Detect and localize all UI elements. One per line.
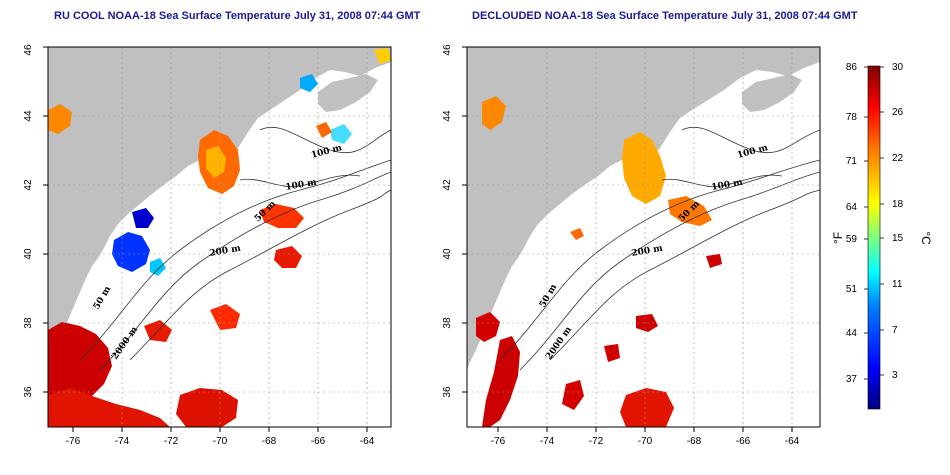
left-lat-tick: 40 bbox=[23, 248, 34, 260]
left-lat-tick: 46 bbox=[23, 44, 34, 56]
fahrenheit-tick: 71 bbox=[846, 156, 858, 167]
left-lat-tick: 42 bbox=[23, 179, 34, 191]
left-bathymetry-contours bbox=[79, 126, 391, 371]
left-map-panel: 100 m 100 m 50 m 200 m 50 m 2000 m -76 -… bbox=[23, 44, 392, 447]
right-lat-tick: 42 bbox=[442, 179, 453, 191]
left-tick-marks bbox=[43, 46, 368, 432]
left-lon-tick: -74 bbox=[115, 436, 130, 447]
right-lon-tick: -70 bbox=[638, 436, 653, 447]
left-grid bbox=[48, 47, 391, 427]
left-lon-tick: -72 bbox=[164, 436, 179, 447]
fahrenheit-tick: 44 bbox=[846, 328, 858, 339]
left-nova-scotia bbox=[318, 74, 378, 112]
celsius-tick: 26 bbox=[892, 107, 904, 118]
left-sst-patches bbox=[48, 48, 391, 427]
right-bathymetry-contours bbox=[499, 126, 820, 371]
right-lat-tick: 36 bbox=[442, 386, 453, 398]
right-grid bbox=[467, 47, 820, 427]
right-lon-tick: -66 bbox=[736, 436, 751, 447]
celsius-tick: 30 bbox=[892, 62, 904, 73]
right-lon-tick: -72 bbox=[589, 436, 604, 447]
fahrenheit-tick: 59 bbox=[846, 234, 858, 245]
left-lon-tick: -64 bbox=[360, 436, 375, 447]
fahrenheit-tick: 64 bbox=[846, 202, 858, 213]
left-lon-tick: -76 bbox=[66, 436, 81, 447]
right-lon-tick: -76 bbox=[491, 436, 506, 447]
celsius-tick: 3 bbox=[892, 370, 898, 381]
left-land-mass bbox=[48, 47, 391, 370]
fahrenheit-tick: 37 bbox=[846, 374, 858, 385]
left-lat-tick: 38 bbox=[23, 317, 34, 329]
fahrenheit-unit-label: °F bbox=[831, 232, 845, 244]
right-lon-tick: -68 bbox=[687, 436, 702, 447]
celsius-tick: 15 bbox=[892, 233, 904, 244]
colorbar-gradient bbox=[867, 65, 881, 410]
celsius-tick: 22 bbox=[892, 153, 904, 164]
celsius-tick: 18 bbox=[892, 199, 904, 210]
fahrenheit-tick: 86 bbox=[846, 62, 858, 73]
right-lon-tick: -64 bbox=[785, 436, 800, 447]
right-lat-tick: 46 bbox=[442, 44, 453, 56]
temperature-colorbar: 86 78 71 64 59 51 44 37 30 26 22 18 15 1… bbox=[831, 62, 933, 410]
left-lon-tick: -70 bbox=[213, 436, 228, 447]
left-map-title: RU COOL NOAA-18 Sea Surface Temperature … bbox=[54, 10, 421, 22]
right-map-panel: 100 m 100 m 50 m 200 m 50 m 2000 m -76 -… bbox=[442, 44, 821, 447]
celsius-tick: 7 bbox=[892, 325, 898, 336]
right-lat-tick: 38 bbox=[442, 317, 453, 329]
celsius-unit-label: °C bbox=[919, 231, 933, 245]
left-lat-tick: 44 bbox=[23, 110, 34, 122]
right-map-frame bbox=[466, 46, 821, 428]
right-lat-tick: 44 bbox=[442, 110, 453, 122]
right-lat-tick: 40 bbox=[442, 248, 453, 260]
right-land-mass bbox=[467, 47, 820, 370]
left-lat-tick: 36 bbox=[23, 386, 34, 398]
left-lon-tick: -68 bbox=[262, 436, 277, 447]
right-map-title: DECLOUDED NOAA-18 Sea Surface Temperatur… bbox=[472, 10, 858, 22]
right-tick-marks bbox=[462, 46, 793, 432]
celsius-tick: 11 bbox=[892, 279, 903, 290]
left-lon-tick: -66 bbox=[311, 436, 326, 447]
fahrenheit-tick: 78 bbox=[846, 112, 858, 123]
right-lon-tick: -74 bbox=[540, 436, 555, 447]
fahrenheit-tick: 51 bbox=[846, 284, 858, 295]
right-nova-scotia bbox=[742, 74, 802, 112]
